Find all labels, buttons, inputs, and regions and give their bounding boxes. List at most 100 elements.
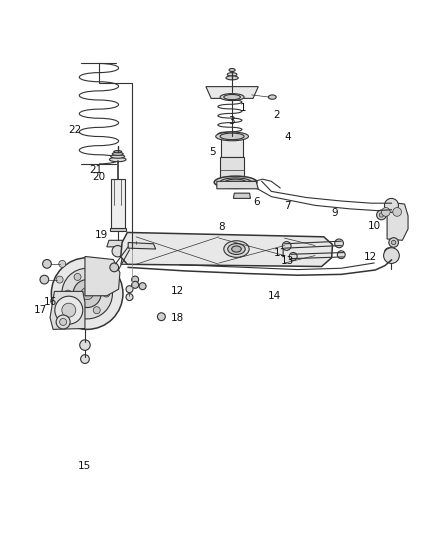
- Circle shape: [42, 260, 51, 268]
- Circle shape: [379, 213, 384, 217]
- Ellipse shape: [110, 157, 126, 161]
- Circle shape: [59, 261, 66, 268]
- Circle shape: [377, 210, 386, 220]
- Ellipse shape: [112, 152, 123, 156]
- Text: 15: 15: [78, 462, 91, 472]
- Ellipse shape: [227, 72, 237, 76]
- Text: 4: 4: [285, 132, 291, 142]
- Polygon shape: [217, 181, 258, 189]
- Circle shape: [103, 290, 110, 297]
- Circle shape: [385, 198, 399, 212]
- Circle shape: [93, 306, 100, 314]
- Text: 2: 2: [273, 110, 280, 119]
- Text: 10: 10: [368, 221, 381, 231]
- Text: 7: 7: [284, 201, 290, 211]
- Text: 14: 14: [268, 291, 282, 301]
- Circle shape: [93, 273, 100, 280]
- Circle shape: [112, 246, 124, 257]
- Polygon shape: [110, 228, 126, 231]
- Text: 8: 8: [218, 222, 225, 232]
- Circle shape: [289, 253, 297, 261]
- Polygon shape: [107, 240, 129, 247]
- Text: 22: 22: [68, 125, 81, 135]
- Polygon shape: [221, 135, 243, 157]
- Circle shape: [74, 306, 81, 314]
- Ellipse shape: [225, 179, 246, 185]
- Circle shape: [56, 315, 70, 329]
- Ellipse shape: [214, 176, 257, 188]
- Circle shape: [126, 294, 133, 301]
- Circle shape: [64, 290, 71, 297]
- Circle shape: [385, 248, 394, 257]
- Circle shape: [337, 251, 345, 259]
- Circle shape: [62, 268, 113, 319]
- Ellipse shape: [114, 151, 122, 153]
- Ellipse shape: [224, 241, 249, 257]
- Text: 1: 1: [240, 103, 246, 114]
- Circle shape: [126, 286, 133, 293]
- Text: 21: 21: [89, 165, 102, 175]
- Ellipse shape: [220, 178, 251, 187]
- Circle shape: [393, 207, 402, 216]
- Text: 9: 9: [332, 208, 339, 218]
- Circle shape: [384, 248, 399, 263]
- Ellipse shape: [232, 246, 241, 252]
- Circle shape: [387, 201, 396, 211]
- Text: 17: 17: [33, 305, 46, 315]
- Circle shape: [80, 340, 90, 350]
- Text: 18: 18: [171, 313, 184, 323]
- Circle shape: [110, 263, 119, 272]
- Text: 20: 20: [92, 172, 106, 182]
- Ellipse shape: [220, 133, 244, 140]
- Ellipse shape: [224, 94, 240, 100]
- Ellipse shape: [228, 244, 245, 254]
- Polygon shape: [121, 259, 143, 264]
- Text: 13: 13: [280, 256, 294, 266]
- Polygon shape: [206, 87, 258, 99]
- Polygon shape: [220, 157, 244, 181]
- Text: 3: 3: [228, 116, 234, 126]
- Text: 6: 6: [253, 197, 260, 207]
- Circle shape: [62, 303, 76, 317]
- Text: 5: 5: [209, 147, 216, 157]
- Text: 12: 12: [171, 286, 184, 296]
- Circle shape: [139, 282, 146, 289]
- Ellipse shape: [216, 132, 248, 141]
- Circle shape: [81, 287, 93, 300]
- Circle shape: [56, 276, 63, 283]
- Circle shape: [283, 241, 291, 251]
- Circle shape: [132, 281, 139, 288]
- Circle shape: [157, 313, 165, 321]
- Polygon shape: [233, 193, 251, 198]
- Circle shape: [51, 258, 123, 329]
- Circle shape: [74, 273, 81, 280]
- Circle shape: [392, 240, 396, 245]
- Circle shape: [387, 251, 392, 255]
- Ellipse shape: [229, 69, 235, 71]
- Ellipse shape: [268, 95, 276, 99]
- Circle shape: [132, 276, 139, 283]
- Polygon shape: [85, 256, 120, 296]
- Ellipse shape: [111, 155, 125, 158]
- Polygon shape: [387, 202, 408, 240]
- Polygon shape: [121, 232, 332, 266]
- Circle shape: [73, 280, 101, 308]
- Polygon shape: [50, 292, 85, 329]
- Polygon shape: [123, 246, 141, 251]
- Circle shape: [55, 296, 83, 324]
- Text: 16: 16: [44, 297, 57, 308]
- Circle shape: [381, 207, 390, 216]
- Text: 19: 19: [95, 230, 108, 240]
- Text: 12: 12: [364, 252, 377, 262]
- Circle shape: [81, 354, 89, 364]
- Circle shape: [60, 318, 67, 326]
- Polygon shape: [111, 179, 125, 229]
- Circle shape: [335, 239, 343, 248]
- Ellipse shape: [220, 94, 244, 101]
- Circle shape: [40, 275, 49, 284]
- Circle shape: [389, 204, 394, 208]
- Text: 11: 11: [273, 247, 287, 257]
- Ellipse shape: [226, 76, 238, 80]
- Polygon shape: [128, 243, 155, 249]
- Circle shape: [389, 238, 399, 247]
